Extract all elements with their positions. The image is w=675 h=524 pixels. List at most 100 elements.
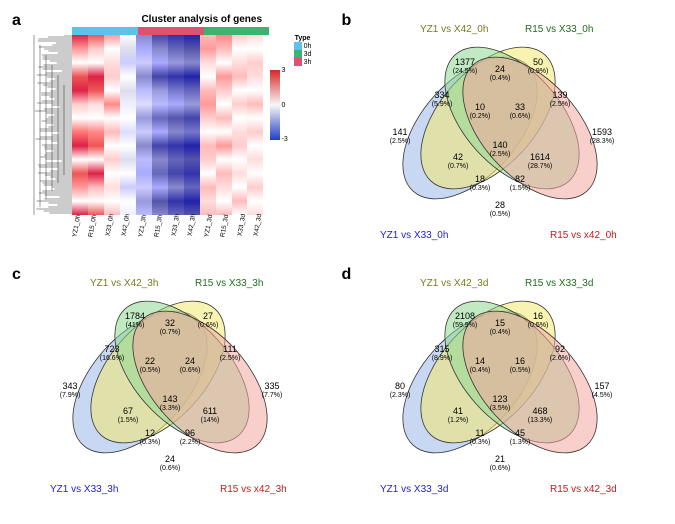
svg-text:(1.3%): (1.3%)	[509, 439, 530, 446]
svg-text:(3.3%): (3.3%)	[160, 405, 181, 412]
svg-text:(41%): (41%)	[126, 322, 145, 329]
svg-text:(0.2%): (0.2%)	[469, 113, 490, 120]
figure-grid: a Cluster analysis of genes Type 0h3d3h …	[10, 10, 665, 514]
svg-text:343: 343	[62, 381, 77, 391]
svg-text:(28.3%): (28.3%)	[589, 138, 614, 145]
svg-text:92: 92	[554, 344, 564, 354]
panel-a: a Cluster analysis of genes Type 0h3d3h …	[10, 10, 336, 260]
svg-text:(1.5%): (1.5%)	[509, 185, 530, 192]
svg-text:139: 139	[552, 90, 567, 100]
svg-text:334: 334	[434, 90, 449, 100]
dendrogram	[28, 35, 72, 215]
svg-text:(16.6%): (16.6%)	[100, 355, 125, 362]
svg-text:(0.5%): (0.5%)	[140, 367, 161, 374]
svg-text:(0.5%): (0.5%)	[489, 211, 510, 218]
grad-min: -3	[282, 136, 288, 143]
svg-text:YZ1 vs X33_0h: YZ1 vs X33_0h	[380, 230, 448, 241]
svg-text:315: 315	[434, 344, 449, 354]
svg-text:16: 16	[532, 311, 542, 321]
svg-text:(24.5%): (24.5%)	[452, 68, 477, 75]
svg-text:(3.5%): (3.5%)	[489, 405, 510, 412]
svg-text:(0.6%): (0.6%)	[160, 465, 181, 472]
svg-text:YZ1 vs X42_3h: YZ1 vs X42_3h	[90, 278, 158, 289]
svg-text:33: 33	[514, 102, 524, 112]
svg-text:32: 32	[165, 318, 175, 328]
heatmap-legend: Type 0h3d3h 3 0 -3	[264, 35, 336, 215]
svg-text:140: 140	[492, 140, 507, 150]
venn-d: YZ1 vs X42_3d R15 vs X33_3d YZ1 vs X33_3d R…	[340, 264, 660, 514]
heatmap-xlabels: YZ1_0hR15_0hX33_0hX42_0hYZ1_3hR15_3hX33_…	[72, 215, 270, 252]
svg-text:21: 21	[494, 454, 504, 464]
svg-text:(2.5%): (2.5%)	[489, 151, 510, 158]
svg-text:1593: 1593	[591, 127, 611, 137]
svg-text:67: 67	[123, 406, 133, 416]
svg-text:YZ1 vs X42_0h: YZ1 vs X42_0h	[420, 24, 488, 35]
svg-text:(7.7%): (7.7%)	[262, 392, 283, 399]
svg-text:2108: 2108	[454, 311, 474, 321]
svg-text:723: 723	[104, 344, 119, 354]
svg-text:1377: 1377	[454, 57, 474, 67]
svg-text:(59.9%): (59.9%)	[452, 322, 477, 329]
type-bar	[72, 27, 270, 35]
svg-text:(28.7%): (28.7%)	[527, 163, 552, 170]
svg-text:96: 96	[185, 428, 195, 438]
svg-text:468: 468	[532, 406, 547, 416]
svg-text:27: 27	[203, 311, 213, 321]
svg-text:143: 143	[162, 394, 177, 404]
svg-text:157: 157	[594, 381, 609, 391]
svg-text:(2.5%): (2.5%)	[220, 355, 241, 362]
svg-text:YZ1 vs X42_3d: YZ1 vs X42_3d	[420, 278, 488, 289]
svg-text:82: 82	[514, 174, 524, 184]
svg-text:(1.2%): (1.2%)	[447, 417, 468, 424]
svg-text:(0.3%): (0.3%)	[469, 185, 490, 192]
svg-text:R15 vs X33_3h: R15 vs X33_3h	[195, 278, 263, 289]
svg-text:(0.6%): (0.6%)	[509, 113, 530, 120]
venn-c: YZ1 vs X42_3hR15 vs X33_3hYZ1 vs X33_3hR…	[10, 264, 330, 514]
svg-text:(0.3%): (0.3%)	[140, 439, 161, 446]
svg-text:50: 50	[532, 57, 542, 67]
svg-text:YZ1 vs X33_3d: YZ1 vs X33_3d	[380, 484, 448, 495]
panel-c: c YZ1 vs X42_3hR15 vs X33_3hYZ1 vs X33_3…	[10, 264, 336, 514]
svg-text:(2.3%): (2.3%)	[389, 392, 410, 399]
svg-text:(0.4%): (0.4%)	[489, 75, 510, 82]
svg-text:R15 vs x42_0h: R15 vs x42_0h	[550, 230, 617, 241]
gradient-bar: 3 0 -3	[270, 70, 280, 140]
svg-text:24: 24	[185, 356, 195, 366]
svg-text:(0.3%): (0.3%)	[469, 439, 490, 446]
svg-text:16: 16	[514, 356, 524, 366]
svg-text:(2.5%): (2.5%)	[389, 138, 410, 145]
svg-text:141: 141	[392, 127, 407, 137]
svg-text:(0.7%): (0.7%)	[160, 329, 181, 336]
svg-text:R15 vs X33_3d: R15 vs X33_3d	[525, 278, 593, 289]
svg-text:45: 45	[514, 428, 524, 438]
svg-text:(8.9%): (8.9%)	[431, 355, 452, 362]
svg-text:(4.5%): (4.5%)	[591, 392, 612, 399]
svg-text:28: 28	[494, 200, 504, 210]
svg-text:(0.6%): (0.6%)	[489, 465, 510, 472]
svg-text:14: 14	[474, 356, 484, 366]
heatmap-columns	[72, 35, 264, 215]
svg-text:(7.9%): (7.9%)	[60, 392, 81, 399]
svg-text:24: 24	[165, 454, 175, 464]
svg-text:(14%): (14%)	[201, 417, 220, 424]
panel-b: b YZ1 vs X42_0hR15 vs X33_0hYZ1 vs X33_0…	[340, 10, 666, 260]
panel-d: d YZ1 vs X42_3dR15 vs X33_3dYZ1 vs X33_3…	[340, 264, 666, 514]
svg-text:22: 22	[145, 356, 155, 366]
svg-text:123: 123	[492, 394, 507, 404]
svg-text:R15 vs x42_3d: R15 vs x42_3d	[550, 484, 617, 495]
svg-text:(5.9%): (5.9%)	[431, 101, 452, 108]
svg-text:YZ1 vs X33_3h: YZ1 vs X33_3h	[50, 484, 118, 495]
grad-max: 3	[282, 67, 286, 74]
svg-text:(0.4%): (0.4%)	[469, 367, 490, 374]
svg-text:10: 10	[474, 102, 484, 112]
svg-text:42: 42	[452, 152, 462, 162]
svg-text:15: 15	[494, 318, 504, 328]
svg-text:(2.5%): (2.5%)	[549, 101, 570, 108]
svg-text:(1.5%): (1.5%)	[118, 417, 139, 424]
svg-text:111: 111	[223, 344, 237, 354]
svg-text:1784: 1784	[125, 311, 145, 321]
svg-text:(2.2%): (2.2%)	[180, 439, 201, 446]
svg-text:41: 41	[452, 406, 462, 416]
svg-text:R15 vs X33_0h: R15 vs X33_0h	[525, 24, 593, 35]
svg-text:(0.7%): (0.7%)	[447, 163, 468, 170]
